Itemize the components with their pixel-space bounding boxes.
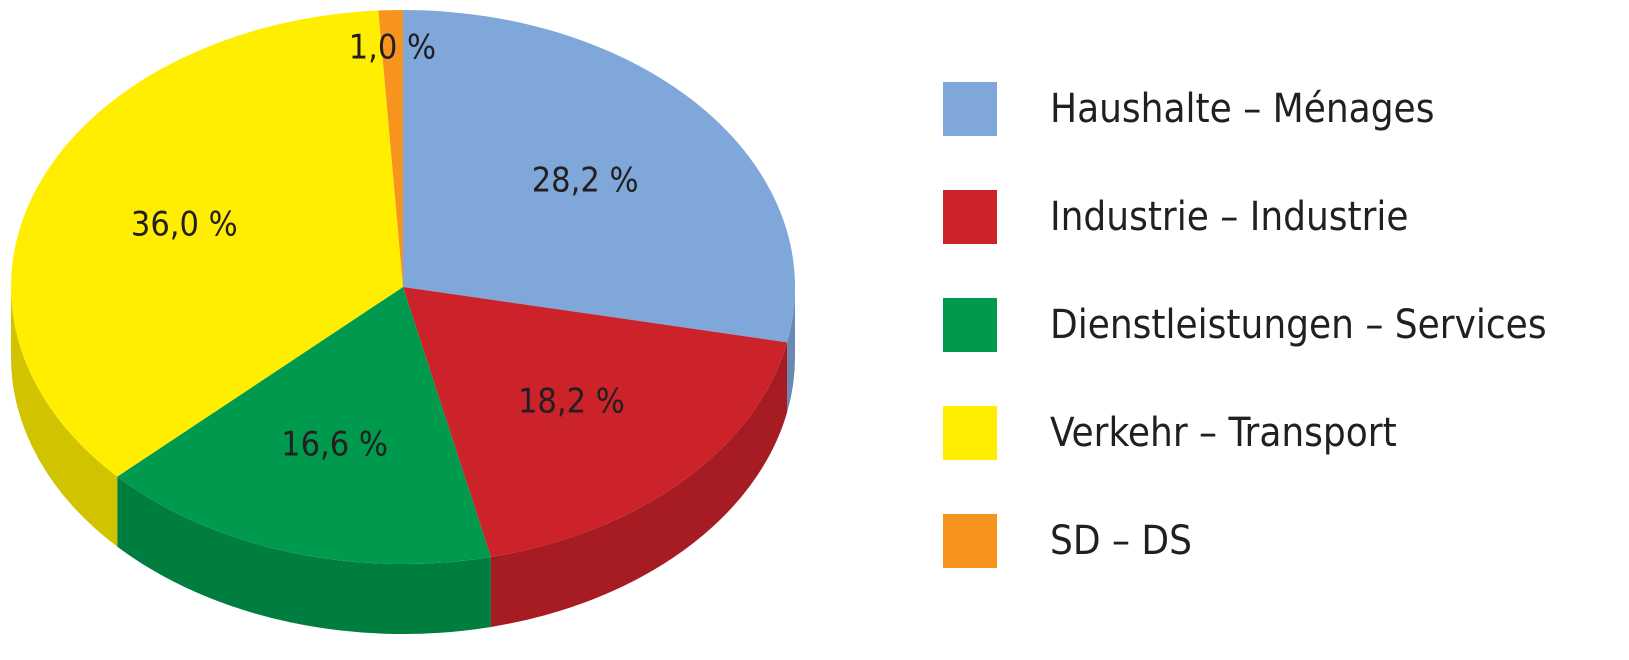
legend-label: SD – DS: [1050, 518, 1192, 564]
legend-swatch: [943, 406, 997, 460]
slice: [403, 10, 795, 343]
slice-label: 36,0 %: [131, 204, 238, 244]
slice-side: [117, 476, 491, 635]
legend-label: Dienstleistungen – Services: [1050, 302, 1547, 348]
legend-swatch: [943, 82, 997, 136]
pie: 28,2 % 18,2 % 16,6 % 36,0 % 1,0 %: [11, 10, 795, 635]
slice-label: 16,6 %: [281, 425, 388, 465]
legend-swatch: [943, 298, 997, 352]
legend-swatch: [943, 514, 997, 568]
slice: [117, 287, 491, 564]
legend: Haushalte – Ménages Industrie – Industrie…: [943, 82, 1547, 568]
slice-side: [490, 342, 788, 627]
slice-label: 18,2 %: [518, 382, 625, 422]
slice: [11, 10, 403, 477]
legend-label: Industrie – Industrie: [1050, 194, 1409, 240]
slice-label: 28,2 %: [532, 160, 639, 200]
legend-label: Verkehr – Transport: [1050, 410, 1397, 456]
slice: [378, 10, 403, 287]
slice-side: [11, 287, 118, 547]
slice: [403, 287, 788, 557]
slice-side: [787, 287, 795, 413]
legend-swatch: [943, 190, 997, 244]
legend-label: Haushalte – Ménages: [1050, 86, 1434, 132]
slice-label: 1,0 %: [349, 27, 436, 67]
